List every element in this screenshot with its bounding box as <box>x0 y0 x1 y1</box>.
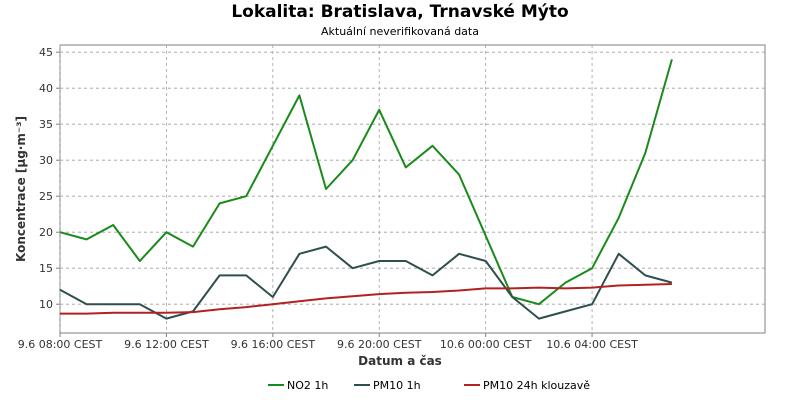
y-tick-label: 10 <box>39 298 53 311</box>
y-tick-label: 35 <box>39 118 53 131</box>
series-line-3 <box>60 283 672 315</box>
x-tick-label: 9.6 08:00 CEST <box>18 338 103 351</box>
chart-subtitle: Aktuální neverifikovaná data <box>321 25 479 38</box>
y-tick-label: 45 <box>39 46 53 59</box>
series-layer <box>59 59 673 320</box>
x-tick-label: 9.6 20:00 CEST <box>337 338 422 351</box>
x-tick-label: 9.6 12:00 CEST <box>124 338 209 351</box>
x-axis-label: Datum a čas <box>358 354 442 368</box>
y-tick-label: 30 <box>39 154 53 167</box>
chart-title: Lokalita: Bratislava, Trnavské Mýto <box>231 2 568 22</box>
x-axis: 9.6 08:00 CEST 9.6 12:00 CEST 9.6 16:00 CE… <box>18 333 638 351</box>
plot-area <box>59 44 766 334</box>
legend: NO2 1h PM10 1h PM10 24h klouzavě <box>268 379 590 392</box>
x-tick-label: 10.6 00:00 CEST <box>440 338 532 351</box>
grid-layer <box>59 45 765 333</box>
legend-item-label: PM10 24h klouzavě <box>483 379 590 392</box>
series-line-1 <box>59 59 673 306</box>
y-tick-label: 20 <box>39 226 53 239</box>
y-axis-label: Koncentrace [µg·m⁻³] <box>14 116 28 262</box>
legend-item-label: NO2 1h <box>287 379 328 392</box>
y-tick-label: 40 <box>39 82 53 95</box>
legend-item-label: PM10 1h <box>373 379 421 392</box>
series-line-2 <box>59 245 673 320</box>
y-axis: 10 15 20 25 30 35 40 45 <box>39 46 60 311</box>
x-tick-label: 10.6 04:00 CEST <box>546 338 638 351</box>
y-tick-label: 15 <box>39 262 53 275</box>
x-tick-label: 9.6 16:00 CEST <box>231 338 316 351</box>
y-tick-label: 25 <box>39 190 53 203</box>
